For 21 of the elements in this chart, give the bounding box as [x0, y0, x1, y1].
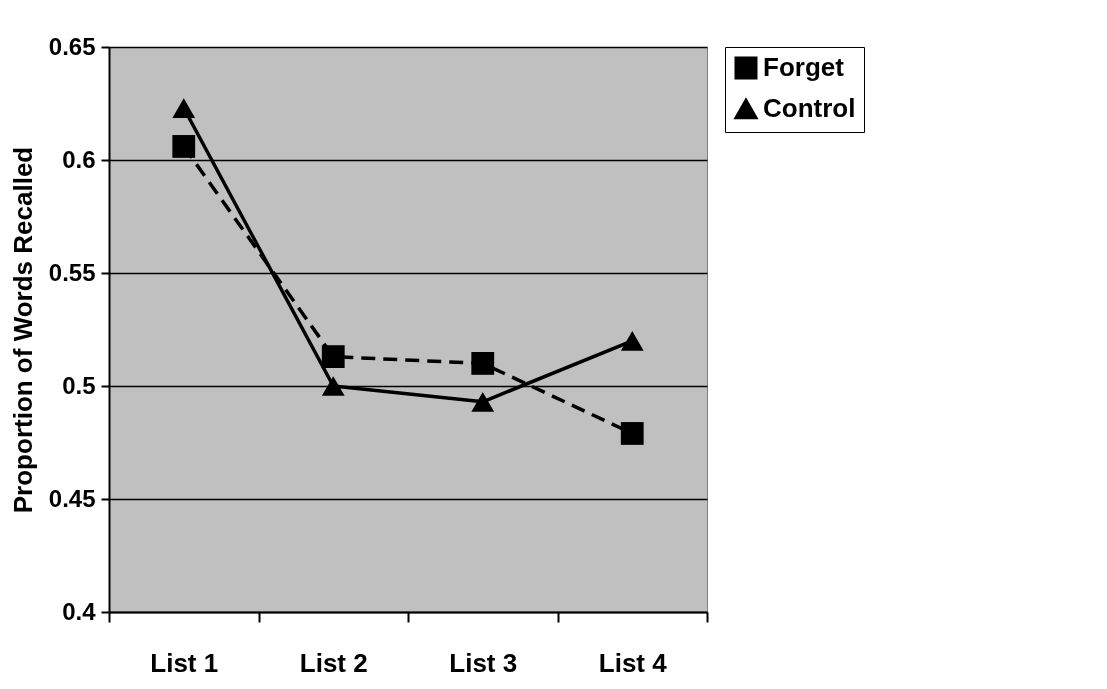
- x-tick-label: List 2: [299, 647, 368, 678]
- y-tick-label: 0.45: [48, 484, 96, 512]
- legend-label: Control: [763, 93, 856, 123]
- x-tick-label: List 3: [449, 647, 518, 678]
- point: [172, 98, 196, 118]
- point: [620, 422, 644, 445]
- legend-label: Forget: [763, 52, 845, 82]
- y-tick-label: 0.55: [48, 258, 96, 286]
- point: [321, 345, 345, 369]
- y-tick-label: 0.4: [62, 597, 97, 625]
- point: [172, 135, 196, 158]
- x-tick-label: List 4: [598, 647, 668, 678]
- y-tick-label: 0.5: [62, 371, 96, 399]
- y-tick-label: 0.6: [62, 145, 96, 173]
- point: [321, 376, 345, 396]
- y-axis-title: Proportion of Words Recalled: [7, 146, 38, 514]
- point: [471, 391, 495, 412]
- point: [620, 330, 644, 351]
- x-tick-label: List 1: [150, 647, 219, 678]
- point: [471, 352, 495, 375]
- y-tick-label: 0.65: [48, 32, 96, 60]
